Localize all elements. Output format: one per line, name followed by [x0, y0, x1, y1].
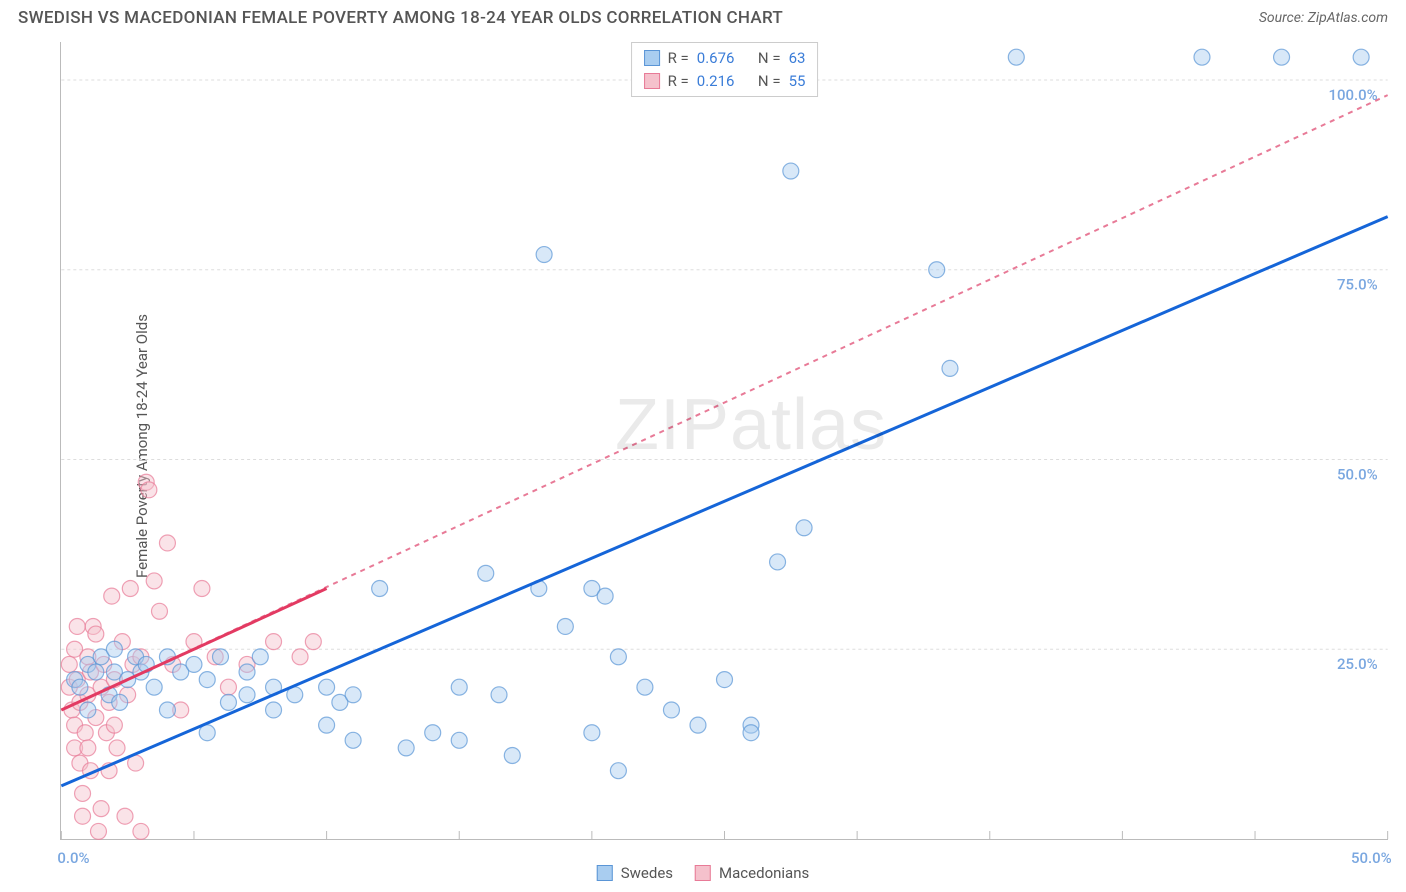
svg-text:50.0%: 50.0%	[1337, 465, 1378, 483]
svg-text:50.0%: 50.0%	[1351, 849, 1392, 867]
legend-correlation: R = 0.676 N = 63 R = 0.216 N = 55	[631, 42, 819, 97]
legend-macedonians-label: Macedonians	[719, 864, 809, 882]
swatch-macedonians-icon	[695, 865, 711, 881]
chart-source: Source: ZipAtlas.com	[1259, 10, 1388, 26]
chart-title: SWEDISH VS MACEDONIAN FEMALE POVERTY AMO…	[18, 8, 783, 28]
svg-text:25.0%: 25.0%	[1337, 655, 1378, 673]
svg-text:0.0%: 0.0%	[57, 849, 89, 867]
scatter-chart: 25.0%50.0%75.0%100.0%0.0%50.0% ZIPatlas …	[60, 42, 1388, 840]
chart-svg: 25.0%50.0%75.0%100.0%0.0%50.0%	[61, 42, 1388, 839]
legend-swedes-label: Swedes	[621, 864, 673, 882]
swatch-swedes	[644, 50, 660, 66]
swatch-macedonians	[644, 73, 660, 89]
svg-text:100.0%: 100.0%	[1328, 86, 1377, 104]
svg-text:75.0%: 75.0%	[1337, 276, 1378, 294]
swatch-swedes-icon	[597, 865, 613, 881]
legend-series: Swedes Macedonians	[597, 864, 810, 882]
